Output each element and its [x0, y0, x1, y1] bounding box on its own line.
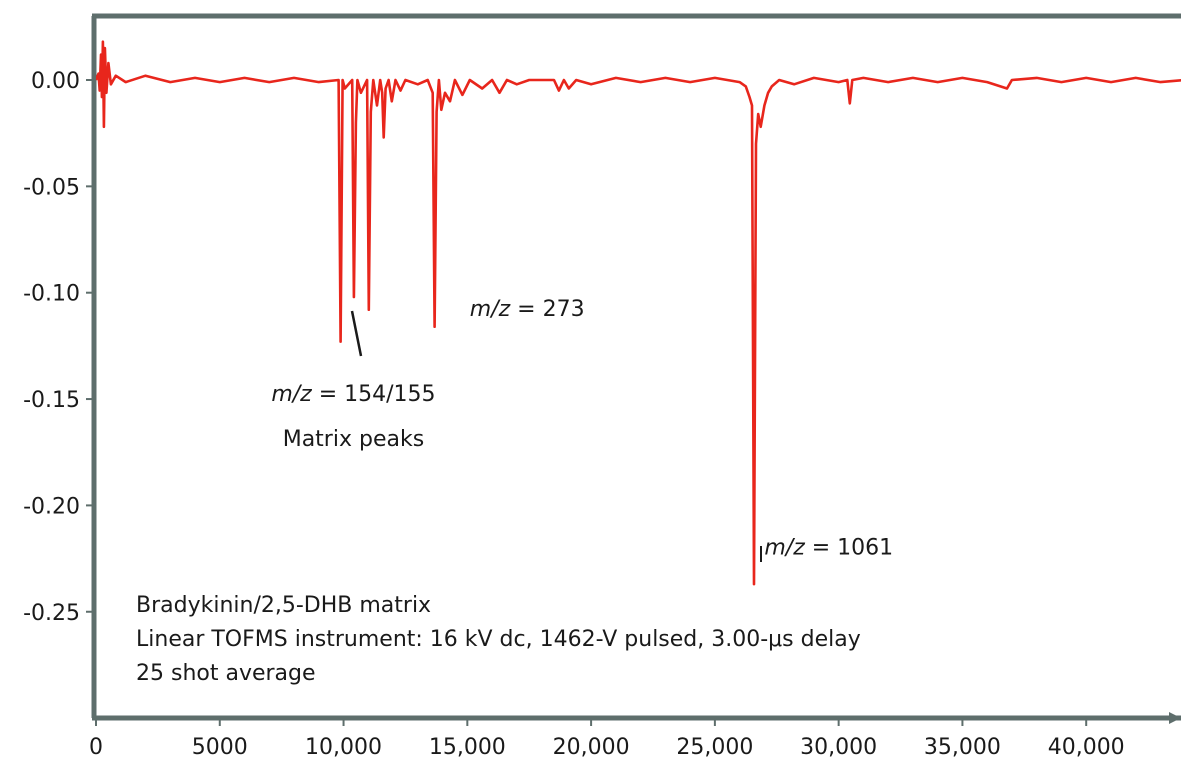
y-tick-label: -0.05: [23, 175, 80, 200]
x-tick-label: 20,000: [553, 735, 630, 760]
annotation-text: = 154/155: [312, 382, 436, 407]
annotation-text: = 273: [510, 297, 584, 322]
notes-block: Bradykinin/2,5-DHB matrix Linear TOFMS in…: [136, 593, 861, 686]
y-tick-label: -0.20: [23, 494, 80, 519]
y-tick-label: 0.00: [31, 69, 80, 94]
y-tick-label: -0.15: [23, 388, 80, 413]
note-line: 25 shot average: [136, 661, 316, 686]
y-tick-label: -0.10: [23, 282, 80, 307]
series-layer: [96, 40, 1181, 586]
note-line: Linear TOFMS instrument: 16 kV dc, 1462-…: [136, 627, 861, 652]
x-tick-label: 5000: [192, 735, 248, 760]
x-tick-label: 0: [89, 735, 103, 760]
annotation-text: = 1061: [805, 535, 893, 560]
x-tick-label: 15,000: [429, 735, 506, 760]
x-axis-arrow: [1169, 712, 1181, 724]
axes: [91, 13, 1181, 724]
x-tick-label: 35,000: [924, 735, 1001, 760]
annotation-a273: m/z = 273: [470, 297, 585, 322]
annotation-text: Matrix peaks: [283, 427, 424, 452]
annotation-prefix: m/z: [764, 535, 805, 560]
annotation-a1061: m/z = 1061: [764, 535, 893, 560]
x-tick-label: 10,000: [305, 735, 382, 760]
series-line: [96, 40, 1181, 586]
note-line: Bradykinin/2,5-DHB matrix: [136, 593, 431, 618]
annotation-amatrix: Matrix peaks: [283, 427, 424, 452]
y-tick-label: -0.25: [23, 601, 80, 626]
x-tick-label: 40,000: [1048, 735, 1125, 760]
x-tick-label: 25,000: [676, 735, 753, 760]
x-tick-label: 30,000: [800, 735, 877, 760]
tick-labels: 0.00 -0.05 -0.10 -0.15 -0.20 -0.25 0 5000 10,000…: [23, 69, 1125, 760]
annotation-prefix: m/z: [470, 297, 511, 322]
leader-line-154: [350, 310, 363, 357]
annotation-a154: m/z = 154/155: [271, 382, 435, 407]
annotation-prefix: m/z: [271, 382, 312, 407]
